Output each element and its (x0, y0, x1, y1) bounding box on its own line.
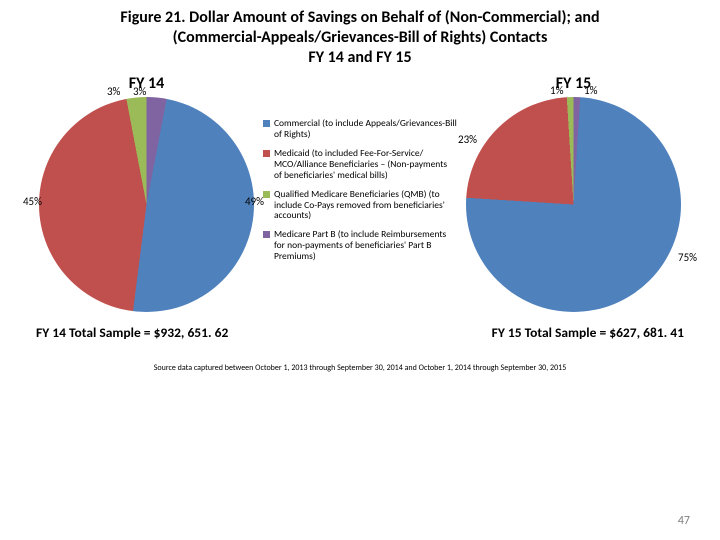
legend-item-commercial: Commercial (to include Appeals/Grievance… (263, 118, 457, 140)
legend-label-medicaid: Medicaid (to included Fee-For-Service/ M… (274, 148, 457, 181)
fy14-pct-partb: 3% (133, 85, 146, 98)
legend-swatch-medicaid (263, 150, 270, 157)
fy14-heading: FY 14 (30, 74, 263, 93)
fy15-pct-qmb: 1% (550, 84, 563, 97)
totals-row: FY 14 Total Sample = $932, 651. 62 FY 15… (0, 312, 720, 341)
legend-item-partb: Medicare Part B (to include Reimbursemen… (263, 229, 457, 262)
fy14-pct-qmb: 3% (107, 85, 120, 98)
fy15-total: FY 15 Total Sample = $627, 681. 41 (492, 324, 684, 341)
legend-item-medicaid: Medicaid (to included Fee-For-Service/ M… (263, 148, 457, 181)
fy15-pct-partb: 1% (584, 84, 597, 97)
fy15-heading: FY 15 (457, 74, 690, 93)
title-line-3: FY 14 and FY 15 (40, 48, 680, 68)
footnote: Source data captured between October 1, … (0, 363, 720, 373)
legend-label-partb: Medicare Part B (to include Reimbursemen… (274, 229, 457, 262)
legend-swatch-partb (263, 231, 270, 238)
legend-label-commercial: Commercial (to include Appeals/Grievance… (274, 118, 457, 140)
fy15-pie-wrap: 75% 23% 1% 1% (466, 97, 681, 312)
charts-row: FY 14 49% 45% 3% 3% Commercial (to inclu… (0, 74, 720, 312)
fy15-column: FY 15 75% 23% 1% 1% (457, 74, 690, 312)
fy15-pct-commercial: 75% (678, 251, 697, 264)
fy15-pct-medicaid: 23% (458, 133, 477, 146)
fy14-pie (39, 97, 254, 312)
fy15-pie (466, 97, 681, 312)
figure-title: Figure 21. Dollar Amount of Savings on B… (0, 0, 720, 68)
title-line-2: (Commercial-Appeals/Grievances-Bill of R… (40, 28, 680, 48)
fy14-column: FY 14 49% 45% 3% 3% (30, 74, 263, 312)
legend-swatch-commercial (263, 120, 270, 127)
legend-label-qmb: Qualified Medicare Beneficiaries (QMB) (… (274, 189, 457, 222)
fy14-pct-medicaid: 45% (23, 195, 42, 208)
fy14-pie-wrap: 49% 45% 3% 3% (39, 97, 254, 312)
fy14-pct-commercial: 49% (245, 195, 264, 208)
legend: Commercial (to include Appeals/Grievance… (263, 118, 457, 312)
fy14-total: FY 14 Total Sample = $932, 651. 62 (36, 324, 228, 341)
legend-item-qmb: Qualified Medicare Beneficiaries (QMB) (… (263, 189, 457, 222)
title-line-1: Figure 21. Dollar Amount of Savings on B… (40, 8, 680, 28)
page-number: 47 (678, 514, 690, 528)
